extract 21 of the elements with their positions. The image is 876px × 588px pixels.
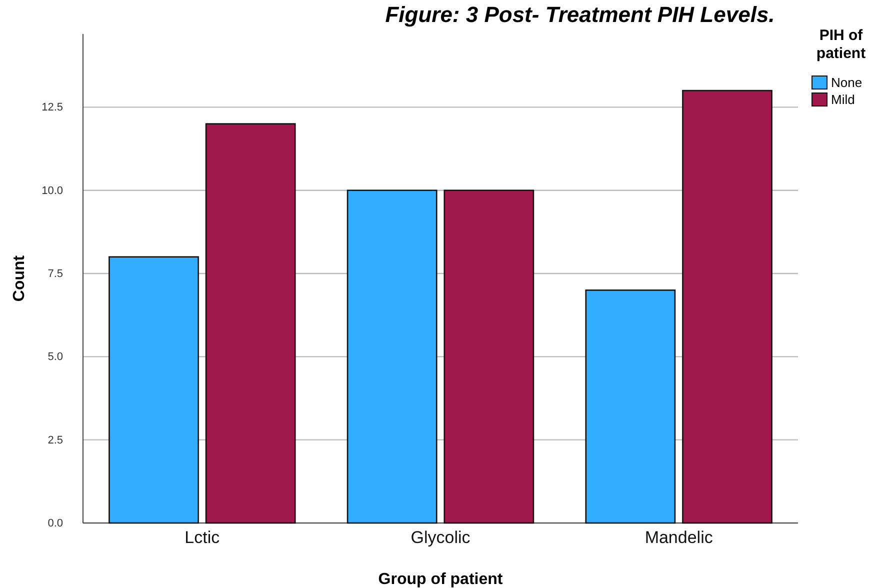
legend-label: Mild [831,92,855,107]
y-tick-label: 2.5 [48,434,63,446]
y-tick-label: 7.5 [48,268,63,280]
legend-label: None [831,75,862,90]
y-tick-label: 12.5 [42,102,63,114]
x-tick-label: Lctic [184,528,220,548]
legend-title: PIH of patient [816,27,866,62]
y-tick-label: 0.0 [48,518,63,530]
chart-title: Figure: 3 Post- Treatment PIH Levels. [385,2,775,27]
x-tick-label: Glycolic [410,528,471,548]
y-axis-title: Count [11,254,28,302]
bar [444,190,534,524]
bar [108,256,199,524]
y-tick-label: 10.0 [42,184,63,197]
bar [346,190,438,524]
bar [682,90,772,524]
x-tick-label: Mandelic [644,528,714,548]
bar [205,123,296,524]
x-axis-title: Group of patient [378,571,504,588]
bar [585,289,676,524]
y-tick-label: 5.0 [48,351,63,364]
